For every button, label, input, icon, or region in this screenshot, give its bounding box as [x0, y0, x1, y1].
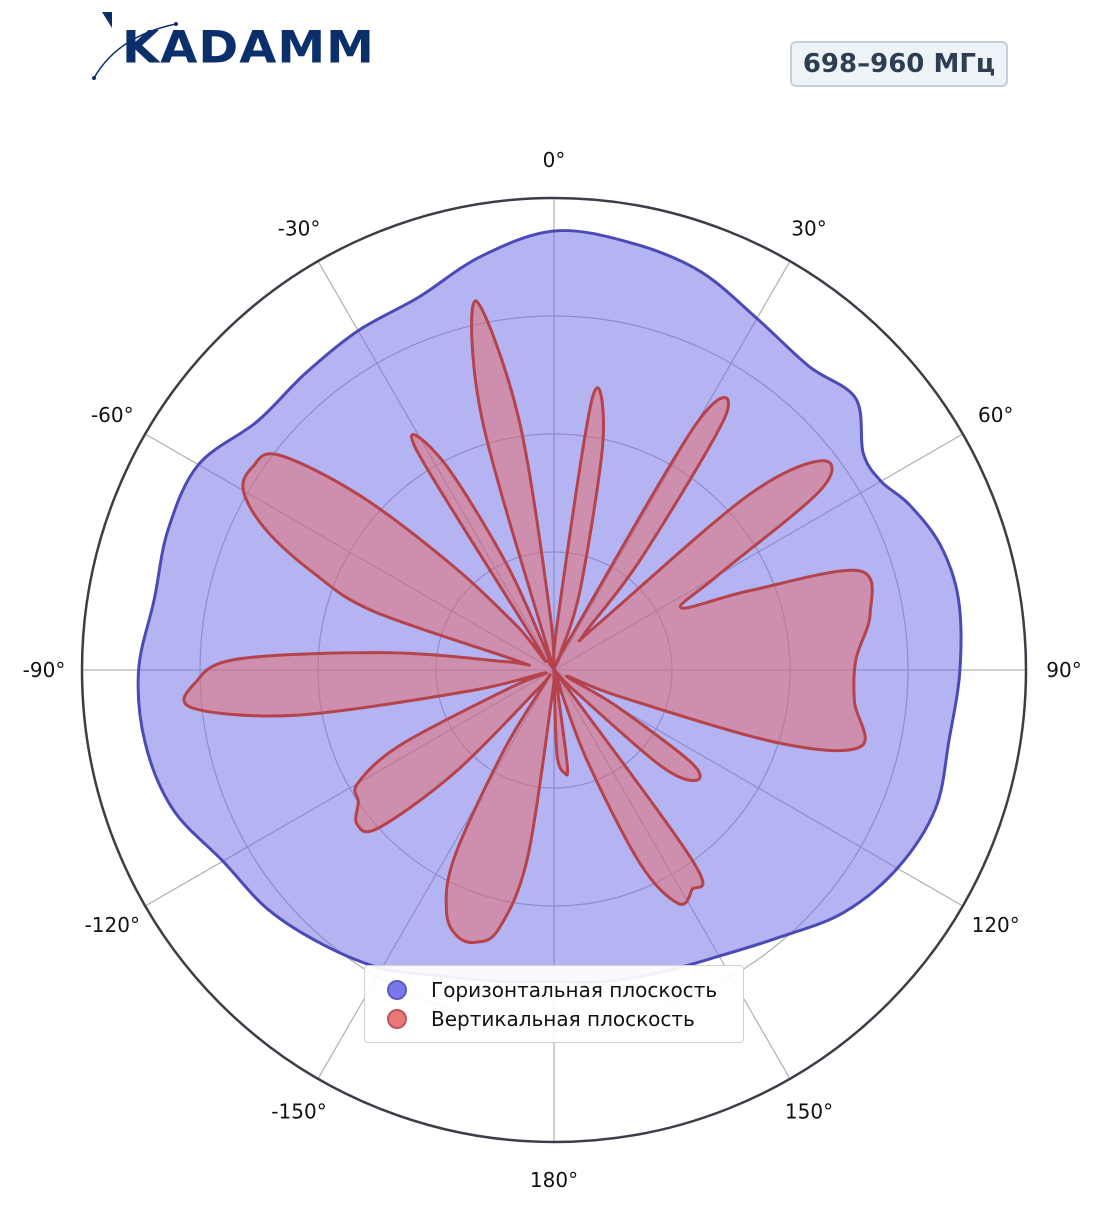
angle-tick-label-9: -90°	[23, 658, 66, 682]
chart-legend: Горизонтальная плоскость Вертикальная пл…	[364, 965, 744, 1043]
angle-tick-label-4: 120°	[972, 913, 1020, 937]
legend-marker-vertical	[387, 1009, 407, 1029]
legend-item-horizontal: Горизонтальная плоскость	[387, 976, 717, 1004]
angle-tick-label-11: -30°	[278, 216, 321, 240]
angle-tick-label-10: -60°	[91, 403, 134, 427]
angle-tick-label-5: 150°	[785, 1100, 833, 1124]
angle-tick-label-6: 180°	[530, 1168, 578, 1192]
angle-tick-label-8: -120°	[85, 913, 140, 937]
brand-logo: KADAMM	[88, 8, 374, 88]
series-1-area	[182, 299, 874, 945]
frequency-badge: 698–960 МГц	[790, 41, 1008, 87]
legend-item-vertical: Вертикальная плоскость	[387, 1005, 695, 1033]
legend-label-horizontal: Горизонтальная плоскость	[431, 978, 718, 1002]
logo-swoosh-icon	[92, 12, 178, 80]
angle-tick-label-3: 90°	[1046, 658, 1081, 682]
angle-tick-label-1: 30°	[791, 216, 826, 240]
logo-text: KADAMM	[122, 22, 375, 74]
legend-label-vertical: Вертикальная плоскость	[431, 1007, 695, 1031]
legend-marker-horizontal	[387, 980, 407, 1000]
angle-tick-label-2: 60°	[978, 403, 1013, 427]
outer-ring	[80, 196, 1028, 1144]
plot-area: 0° 30° 60° 90° 120° 150° 180° -150° -120° -90° -60…	[23, 148, 1082, 1192]
angle-tick-label-0: 0°	[543, 148, 566, 172]
angle-tick-label-7: -150°	[271, 1100, 326, 1124]
